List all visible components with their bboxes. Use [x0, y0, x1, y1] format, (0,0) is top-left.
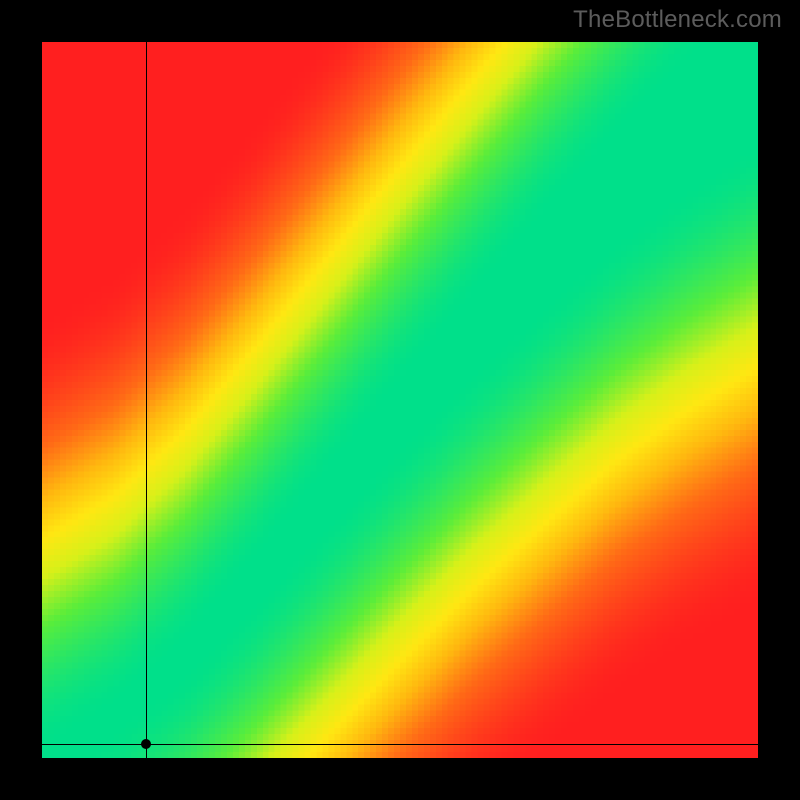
bottleneck-heatmap — [42, 42, 758, 758]
attribution-text: TheBottleneck.com — [573, 6, 782, 34]
selection-marker — [141, 739, 151, 749]
crosshair-vertical — [146, 42, 147, 758]
plot-area — [42, 42, 758, 758]
outer-frame: TheBottleneck.com — [0, 0, 800, 800]
